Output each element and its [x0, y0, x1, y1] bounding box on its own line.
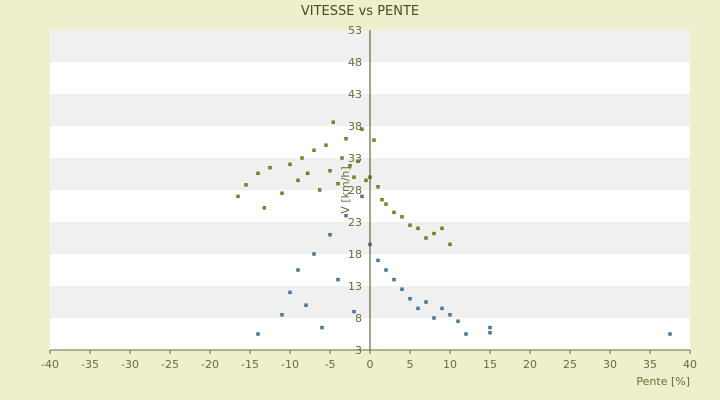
scatter-point-series-1: [416, 226, 420, 231]
scatter-point-series-1: [408, 223, 412, 227]
scatter-point-series-1: [352, 175, 356, 179]
scatter-point-series-1: [288, 162, 292, 167]
chart-title: VITESSE vs PENTE: [301, 4, 419, 19]
scatter-point-series-2: [440, 306, 444, 311]
x-tick-label: 35: [643, 358, 657, 371]
y-tick-label: 23: [348, 216, 362, 229]
y-tick-label: 18: [348, 248, 362, 261]
y-tick-label: 53: [348, 24, 362, 37]
scatter-point-series-1: [356, 159, 360, 163]
scatter-point-series-1: [384, 202, 388, 206]
scatter-point-series-2: [352, 309, 356, 314]
scatter-point-series-2: [288, 290, 292, 295]
scatter-point-series-2: [416, 306, 420, 311]
scatter-point-series-1: [360, 127, 364, 131]
scatter-point-series-2: [344, 213, 348, 218]
x-tick-label: 30: [603, 358, 617, 371]
y-tick-label: 28: [348, 184, 362, 197]
scatter-point-series-1: [448, 242, 452, 247]
scatter-point-series-2: [304, 303, 308, 307]
x-tick-label: -15: [241, 358, 259, 371]
x-tick-label: 15: [483, 358, 497, 371]
y-tick-label: 38: [348, 120, 362, 133]
scatter-point-series-2: [360, 194, 364, 199]
scatter-point-series-2: [488, 331, 492, 335]
points-layer: [236, 120, 672, 336]
x-tick-label: -30: [121, 358, 139, 371]
x-tick-label: -35: [81, 358, 99, 371]
scatter-point-series-2: [400, 287, 404, 291]
scatter-point-series-1: [317, 188, 322, 192]
scatter-point-series-2: [408, 297, 412, 301]
scatter-point-series-1: [312, 148, 316, 152]
scatter-point-series-2: [488, 325, 492, 330]
scatter-point-series-2: [448, 313, 452, 317]
scatter-point-series-2: [280, 313, 284, 317]
scatter-point-series-1: [392, 210, 396, 215]
scatter-point-series-1: [440, 226, 444, 231]
scatter-point-series-2: [296, 268, 300, 272]
x-tick-label: 40: [683, 358, 697, 371]
x-tick-label: 25: [563, 358, 577, 371]
y-tick-label: 48: [348, 56, 362, 69]
y-tick-label: 13: [348, 280, 362, 293]
scatter-point-series-1: [262, 206, 267, 210]
scatter-point-series-1: [364, 178, 368, 183]
x-tick-label: 5: [407, 358, 414, 371]
scatter-point-series-1: [348, 164, 352, 168]
y-tick-label: 43: [348, 88, 362, 101]
scatter-point-series-1: [424, 236, 428, 240]
y-tick-label: 3: [355, 344, 362, 357]
scatter-point-series-1: [296, 178, 300, 183]
scatter-point-series-1: [400, 215, 404, 219]
scatter-point-series-1: [300, 156, 304, 160]
x-tick-label: -10: [281, 358, 299, 371]
scatter-point-series-2: [320, 325, 324, 330]
x-tick-label: 0: [367, 358, 374, 371]
scatter-point-series-1: [244, 183, 248, 187]
x-tick-label: -5: [325, 358, 336, 371]
y-axis-label: V [km/h]: [339, 166, 352, 213]
x-tick-label: 20: [523, 358, 537, 371]
scatter-point-series-2: [336, 277, 340, 282]
scatter-point-series-1: [268, 165, 272, 170]
x-axis-label: Pente [%]: [636, 375, 690, 388]
scatter-point-series-1: [340, 156, 344, 160]
scatter-point-series-1: [305, 171, 310, 176]
axes-layer: -40 -35 -30 -25 -20 -15 -10 -5 0 5 10 15 20 25 30 35 40 3…: [41, 24, 697, 371]
scatter-point-series-2: [668, 332, 672, 336]
scatter-point-series-1: [331, 120, 335, 124]
scatter-point-series-2: [424, 300, 428, 304]
y-tick-label: 8: [355, 312, 362, 325]
scatter-point-series-1: [380, 197, 384, 202]
scatter-point-series-2: [328, 233, 332, 237]
scatter-point-series-1: [256, 171, 260, 176]
scatter-point-series-2: [256, 332, 260, 336]
x-tick-label: -20: [201, 358, 219, 371]
scatter-point-series-2: [392, 277, 396, 282]
scatter-point-series-2: [376, 258, 380, 263]
scatter-point-series-2: [464, 332, 468, 336]
y-tick-label: 33: [348, 152, 362, 165]
scatter-point-series-1: [324, 143, 328, 147]
scatter-point-series-1: [328, 169, 332, 173]
scatter-point-series-1: [236, 194, 240, 199]
scatter-point-series-1: [432, 231, 436, 236]
scatter-point-series-1: [336, 181, 340, 186]
x-tick-label: 10: [443, 358, 457, 371]
scatter-point-series-1: [376, 185, 380, 189]
scatter-point-series-2: [312, 252, 316, 256]
scatter-point-series-1: [372, 138, 376, 142]
x-tick-label: -40: [41, 358, 59, 371]
scatter-point-series-2: [432, 316, 436, 320]
scatter-point-series-2: [456, 319, 460, 323]
scatter-point-series-2: [384, 268, 388, 272]
scatter-point-series-1: [344, 137, 348, 141]
scatter-point-series-1: [280, 191, 284, 195]
x-tick-label: -25: [161, 358, 179, 371]
